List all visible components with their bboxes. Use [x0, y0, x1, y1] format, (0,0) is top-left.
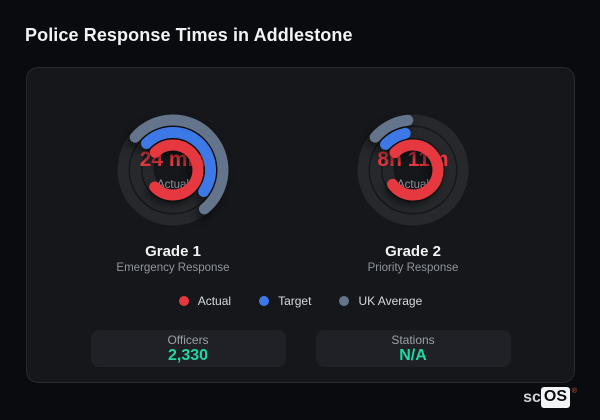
stat-stations: Stations N/A: [315, 330, 511, 367]
actual-swatch-icon: [178, 296, 189, 306]
gauge-subtitle: Priority Response: [367, 262, 459, 274]
gauge-title: Grade 2: [385, 243, 441, 260]
brand-box: OS ®: [540, 387, 577, 408]
gauge-grade-2-chart: 8h 11m Actual: [357, 114, 469, 226]
track-target: [370, 127, 456, 213]
brand-prefix: sc: [523, 388, 541, 406]
gauge-grade-2: 8h 11m Actual: [338, 95, 488, 245]
registered-trademark-icon: ®: [571, 388, 577, 395]
stats-row: Officers 2,330 Stations N/A: [27, 330, 574, 367]
ring-actual: [387, 139, 444, 201]
ring-uk-average: [129, 114, 229, 215]
gauge-title: Grade 1: [145, 243, 201, 260]
brand-name: OS: [543, 388, 567, 405]
legend-label: Actual: [197, 294, 232, 308]
ring-actual: [149, 139, 204, 201]
response-times-card: 24 min Actual 8h 11m Actual Grade 1 Emer…: [26, 67, 575, 383]
page-title: Police Response Times in Addlestone: [25, 25, 353, 45]
gauge-grade-1-caption: Grade 1 Emergency Response: [53, 244, 293, 276]
uk-average-swatch-icon: [339, 296, 350, 306]
target-swatch-icon: [259, 296, 270, 306]
legend: Actual Target UK Average: [27, 294, 574, 308]
scos-logo: sc OS ®: [523, 387, 577, 408]
gauge-arcs: [369, 114, 444, 201]
legend-item-actual[interactable]: Actual: [178, 294, 232, 308]
gauge-grade-1: 24 min Actual: [98, 95, 248, 245]
legend-item-uk-average[interactable]: UK Average: [339, 294, 422, 308]
stat-label: Officers: [167, 332, 209, 347]
legend-label: Target: [278, 294, 312, 308]
ring-target: [380, 127, 411, 150]
gauge-grade-2-caption: Grade 2 Priority Response: [293, 244, 533, 276]
ring-uk-average: [369, 114, 414, 143]
legend-item-target[interactable]: Target: [259, 294, 311, 308]
stat-label: Stations: [391, 332, 435, 347]
stat-officers: Officers 2,330: [90, 330, 286, 367]
gauge-subtitle: Emergency Response: [116, 262, 230, 274]
gauge-arcs: [129, 114, 229, 215]
stat-value: 2,330: [167, 346, 209, 364]
gauge-grade-1-chart: 24 min Actual: [117, 114, 229, 226]
ring-target: [140, 126, 216, 198]
stat-value: N/A: [399, 346, 427, 364]
legend-label: UK Average: [358, 294, 423, 308]
